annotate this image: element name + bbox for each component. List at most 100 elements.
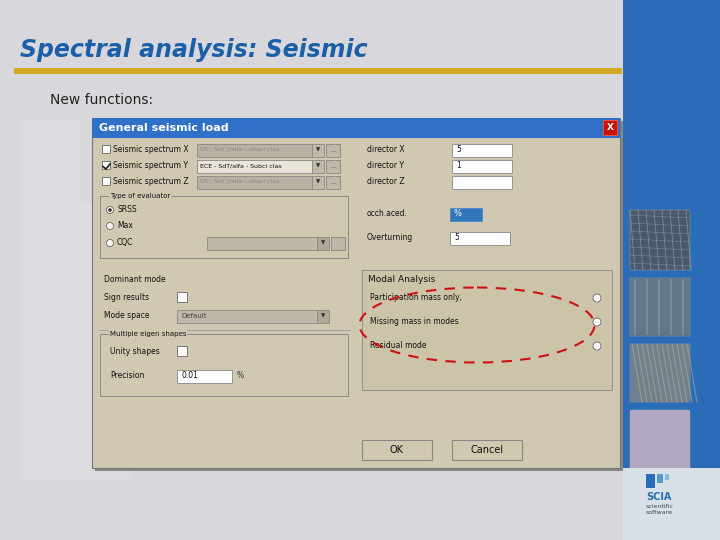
Bar bbox=[177, 370, 232, 383]
Bar bbox=[630, 410, 690, 468]
Text: ...: ... bbox=[330, 179, 336, 185]
Bar bbox=[452, 176, 512, 189]
Bar bbox=[317, 310, 329, 323]
Bar bbox=[92, 118, 620, 138]
Text: ▼: ▼ bbox=[316, 164, 320, 168]
Text: director X: director X bbox=[367, 145, 405, 154]
Text: Precision: Precision bbox=[110, 372, 145, 381]
Text: ...: ... bbox=[330, 147, 336, 152]
Circle shape bbox=[593, 342, 601, 350]
Bar bbox=[14, 68, 622, 74]
Bar bbox=[317, 237, 329, 250]
Text: Multiple eigen shapes: Multiple eigen shapes bbox=[110, 331, 186, 337]
Bar bbox=[362, 270, 612, 390]
Bar bbox=[102, 161, 110, 169]
Text: Seismic spectrum Y: Seismic spectrum Y bbox=[113, 161, 188, 171]
Bar bbox=[102, 145, 110, 153]
Circle shape bbox=[593, 318, 601, 326]
Bar bbox=[603, 120, 617, 135]
Text: OK: OK bbox=[390, 445, 404, 455]
Bar bbox=[312, 176, 324, 189]
Text: Unity shapes: Unity shapes bbox=[110, 348, 160, 356]
Bar bbox=[630, 210, 690, 270]
Text: New functions:: New functions: bbox=[50, 93, 153, 107]
Bar bbox=[92, 118, 620, 468]
Bar bbox=[452, 440, 522, 460]
Text: General seismic load: General seismic load bbox=[99, 123, 229, 133]
Text: SRSS: SRSS bbox=[117, 206, 137, 214]
Bar bbox=[102, 177, 110, 185]
Bar bbox=[630, 344, 690, 402]
Text: SCIA: SCIA bbox=[646, 492, 671, 502]
Bar bbox=[665, 474, 669, 480]
Bar bbox=[312, 160, 324, 173]
Bar bbox=[100, 334, 348, 396]
Bar bbox=[197, 160, 312, 173]
Text: ▼: ▼ bbox=[316, 179, 320, 185]
Text: Default: Default bbox=[181, 313, 207, 319]
Bar bbox=[657, 474, 663, 483]
Bar bbox=[362, 440, 432, 460]
Bar bbox=[177, 346, 187, 356]
Text: Cancel: Cancel bbox=[470, 445, 503, 455]
Text: Modal Analysis: Modal Analysis bbox=[368, 275, 436, 285]
Text: Spectral analysis: Seismic: Spectral analysis: Seismic bbox=[20, 38, 368, 62]
Bar bbox=[177, 292, 187, 302]
Bar bbox=[630, 344, 690, 402]
Bar bbox=[326, 144, 340, 157]
Text: 0.01: 0.01 bbox=[181, 372, 198, 381]
Text: ECE - SdT/alfa - Subci clas: ECE - SdT/alfa - Subci clas bbox=[200, 164, 282, 168]
Bar bbox=[623, 0, 720, 540]
Bar bbox=[100, 196, 348, 258]
Circle shape bbox=[593, 294, 601, 302]
Bar bbox=[450, 208, 482, 221]
Bar bbox=[326, 160, 340, 173]
Text: Max: Max bbox=[117, 221, 133, 231]
Text: I/S - Sd( )/alfa - ubari clas: I/S - Sd( )/alfa - ubari clas bbox=[200, 147, 279, 152]
Bar bbox=[207, 237, 317, 250]
Text: ▼: ▼ bbox=[316, 147, 320, 152]
Bar bbox=[331, 237, 345, 250]
Circle shape bbox=[107, 206, 114, 213]
Bar bbox=[452, 160, 512, 173]
Text: X: X bbox=[606, 124, 613, 132]
Text: Overturning: Overturning bbox=[367, 233, 413, 242]
Bar bbox=[450, 232, 510, 245]
Text: director Z: director Z bbox=[367, 178, 405, 186]
Text: Sign results: Sign results bbox=[104, 294, 149, 302]
Bar bbox=[623, 468, 720, 540]
Circle shape bbox=[108, 208, 112, 212]
Text: Dominant mode: Dominant mode bbox=[104, 275, 166, 285]
Bar bbox=[452, 144, 512, 157]
Text: Missing mass in modes: Missing mass in modes bbox=[370, 318, 459, 327]
Text: 5: 5 bbox=[456, 145, 461, 154]
Polygon shape bbox=[20, 120, 160, 480]
Bar bbox=[630, 410, 690, 468]
Text: Type of evaluator: Type of evaluator bbox=[110, 193, 171, 199]
Bar bbox=[630, 278, 690, 336]
Text: Seismic spectrum X: Seismic spectrum X bbox=[113, 145, 189, 154]
Text: Seismic spectrum Z: Seismic spectrum Z bbox=[113, 178, 189, 186]
Bar bbox=[177, 310, 317, 323]
Bar bbox=[326, 176, 340, 189]
Text: ▼: ▼ bbox=[321, 314, 325, 319]
Bar bbox=[646, 474, 655, 488]
Bar bbox=[630, 278, 690, 336]
Text: software: software bbox=[646, 510, 673, 516]
Bar bbox=[95, 121, 623, 471]
Text: Residual mode: Residual mode bbox=[370, 341, 426, 350]
Bar bbox=[197, 144, 312, 157]
Text: 5: 5 bbox=[454, 233, 459, 242]
Bar bbox=[312, 144, 324, 157]
Text: I/S - Sd( )/alfa - ubari clas: I/S - Sd( )/alfa - ubari clas bbox=[200, 179, 279, 185]
Bar bbox=[0, 0, 623, 540]
Text: scientific: scientific bbox=[646, 503, 674, 509]
Text: %: % bbox=[454, 210, 462, 219]
Text: Mode space: Mode space bbox=[104, 312, 150, 321]
Text: ...: ... bbox=[330, 164, 336, 168]
Text: Participation mass only,: Participation mass only, bbox=[370, 294, 462, 302]
Bar bbox=[197, 176, 312, 189]
Text: director Y: director Y bbox=[367, 161, 404, 171]
Text: %: % bbox=[237, 372, 244, 381]
Text: occh.aced.: occh.aced. bbox=[367, 210, 408, 219]
